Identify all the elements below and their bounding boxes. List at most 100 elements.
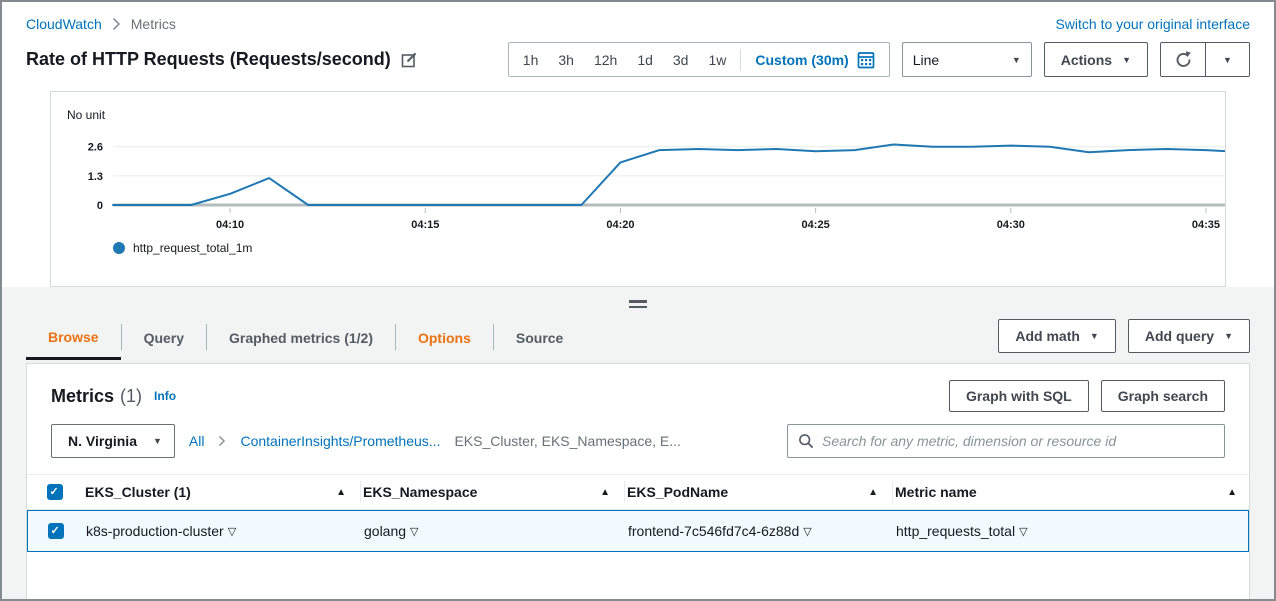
edit-title-icon[interactable] <box>401 51 418 68</box>
metrics-title: Metrics <box>51 385 115 406</box>
path-all-link[interactable]: All <box>188 433 205 449</box>
chart-toolbar: 1h 3h 12h 1d 3d 1w Custom (30m) <box>507 42 1250 77</box>
chart-panel: No unit 0 1.3 2.6 04:10 04:15 04:20 04:25 04:30… <box>50 91 1226 287</box>
tab-query[interactable]: Query <box>143 330 185 346</box>
cell-eks-namespace: golang ▽ <box>364 523 419 539</box>
svg-text:04:25: 04:25 <box>802 219 830 230</box>
svg-text:2.6: 2.6 <box>88 142 103 154</box>
tab-source[interactable]: Source <box>515 330 564 346</box>
add-query-button[interactable]: Add query ▼ <box>1127 319 1250 353</box>
time-range-1d[interactable]: 1d <box>637 51 653 68</box>
breadcrumb-metrics: Metrics <box>130 16 176 32</box>
time-range-12h[interactable]: 12h <box>593 51 618 68</box>
path-namespace-link[interactable]: ContainerInsights/Prometheus... <box>240 433 441 449</box>
region-selector[interactable]: N. Virginia ▼ <box>51 424 175 458</box>
tab-divider <box>394 324 396 350</box>
column-header-eks-podname[interactable]: EKS_PodName ▲ <box>625 481 893 503</box>
row-checkbox[interactable] <box>48 523 64 539</box>
column-header-eks-namespace[interactable]: EKS_Namespace ▲ <box>361 481 625 503</box>
custom-range-button[interactable]: Custom (30m) <box>745 51 884 69</box>
sort-asc-icon[interactable]: ▲ <box>600 486 610 498</box>
metrics-browser-region: Browse Query Graphed metrics (1/2) Optio… <box>2 287 1274 599</box>
calendar-icon <box>857 51 875 68</box>
svg-text:04:15: 04:15 <box>411 219 439 230</box>
tab-graphed-metrics[interactable]: Graphed metrics (1/2) <box>229 330 373 346</box>
svg-text:04:20: 04:20 <box>606 219 634 230</box>
time-range-3d[interactable]: 3d <box>672 51 689 68</box>
chevron-down-icon: ▼ <box>1089 331 1099 341</box>
graph-with-sql-button[interactable]: Graph with SQL <box>948 380 1089 412</box>
refresh-split-button: ▼ <box>1160 42 1250 77</box>
breadcrumb-cloudwatch-link[interactable]: CloudWatch <box>26 16 102 32</box>
chevron-down-icon: ▼ <box>1122 54 1131 65</box>
chart-type-select[interactable]: Line ▼ <box>901 42 1032 77</box>
refresh-icon <box>1176 51 1191 67</box>
cell-dropdown-icon[interactable]: ▽ <box>803 525 812 538</box>
metric-chart: 0 1.3 2.6 04:10 04:15 04:20 04:25 04:30 04:35 <box>88 142 1225 231</box>
breadcrumb-chevron-icon <box>112 17 120 31</box>
switch-interface-link[interactable]: Switch to your original interface <box>1055 16 1250 32</box>
page-header: CloudWatch Metrics Switch to your origin… <box>2 2 1274 287</box>
refresh-button[interactable] <box>1161 43 1205 76</box>
tab-options[interactable]: Options <box>417 330 471 346</box>
metrics-table: EKS_Cluster (1)▲ EKS_Namespace▲ EKS_PodN… <box>27 474 1249 552</box>
metrics-count: (1) <box>120 385 143 406</box>
chart-legend[interactable]: http_request_total_1m <box>113 241 1225 255</box>
cell-eks-cluster: k8s-production-cluster ▽ <box>86 523 237 539</box>
sort-asc-icon[interactable]: ▲ <box>336 486 346 498</box>
chevron-down-icon: ▼ <box>1224 331 1233 341</box>
actions-button[interactable]: Actions ▼ <box>1043 42 1148 77</box>
svg-text:04:35: 04:35 <box>1192 219 1220 230</box>
table-header-row: EKS_Cluster (1)▲ EKS_Namespace▲ EKS_PodN… <box>27 474 1249 510</box>
custom-range-label: Custom (30m) <box>755 51 849 68</box>
chart-unit-label: No unit <box>67 108 106 122</box>
sort-asc-icon[interactable]: ▲ <box>868 486 878 498</box>
time-range-3h[interactable]: 3h <box>558 51 574 68</box>
cell-dropdown-icon[interactable]: ▽ <box>227 525 237 538</box>
tab-browse[interactable]: Browse <box>26 321 121 360</box>
search-icon <box>799 434 814 449</box>
cell-metric-name: http_requests_total ▽ <box>896 523 1028 539</box>
column-header-metric-name[interactable]: Metric name ▲ <box>895 484 1237 500</box>
metrics-panel: Metrics (1) Info Graph with SQL Graph se… <box>26 363 1250 599</box>
breadcrumb: CloudWatch Metrics Switch to your origin… <box>26 16 1250 32</box>
range-divider <box>740 48 742 71</box>
cell-eks-podname: frontend-7c546fd7c4-6z88d ▽ <box>628 523 812 539</box>
time-range-group: 1h 3h 12h 1d 3d 1w Custom (30m) <box>507 42 890 77</box>
time-range-1w[interactable]: 1w <box>708 51 727 68</box>
sort-asc-icon[interactable]: ▲ <box>1227 486 1237 498</box>
svg-text:1.3: 1.3 <box>88 171 103 183</box>
graph-search-button[interactable]: Graph search <box>1100 380 1225 412</box>
tab-divider <box>206 324 208 350</box>
page-title: Rate of HTTP Requests (Requests/second) <box>26 49 391 69</box>
add-math-button[interactable]: Add math ▼ <box>998 319 1116 353</box>
info-link[interactable]: Info <box>154 389 177 403</box>
cell-dropdown-icon[interactable]: ▽ <box>410 525 419 538</box>
title-bar: Rate of HTTP Requests (Requests/second) … <box>26 42 1250 77</box>
chevron-down-icon: ▼ <box>1011 54 1021 65</box>
chevron-down-icon: ▼ <box>1223 54 1232 65</box>
time-range-1h[interactable]: 1h <box>522 51 539 68</box>
metric-search-input[interactable] <box>822 433 1214 449</box>
tab-divider <box>120 324 122 350</box>
resize-handle[interactable] <box>623 295 653 313</box>
table-row[interactable]: k8s-production-cluster▽ golang▽ frontend… <box>27 510 1249 552</box>
metric-search-box <box>787 424 1225 458</box>
path-dimensions-text: EKS_Cluster, EKS_Namespace, E... <box>454 433 681 449</box>
metrics-panel-header: Metrics (1) Info Graph with SQL Graph se… <box>27 364 1249 412</box>
metrics-filter-bar: N. Virginia ▼ All ContainerInsights/Prom… <box>27 424 1249 458</box>
cell-dropdown-icon[interactable]: ▽ <box>1019 525 1028 538</box>
legend-label: http_request_total_1m <box>133 241 253 255</box>
refresh-options-button[interactable]: ▼ <box>1205 43 1249 76</box>
path-chevron-icon <box>219 435 226 447</box>
chevron-down-icon: ▼ <box>152 436 162 446</box>
svg-text:04:30: 04:30 <box>997 219 1025 230</box>
select-all-checkbox[interactable] <box>47 484 63 500</box>
svg-text:04:10: 04:10 <box>216 219 244 230</box>
chart-type-value: Line <box>912 51 940 68</box>
tab-divider <box>492 324 494 350</box>
column-header-eks-cluster[interactable]: EKS_Cluster (1) ▲ <box>83 481 361 503</box>
legend-marker <box>113 242 125 254</box>
tabs-bar: Browse Query Graphed metrics (1/2) Optio… <box>2 313 1274 361</box>
